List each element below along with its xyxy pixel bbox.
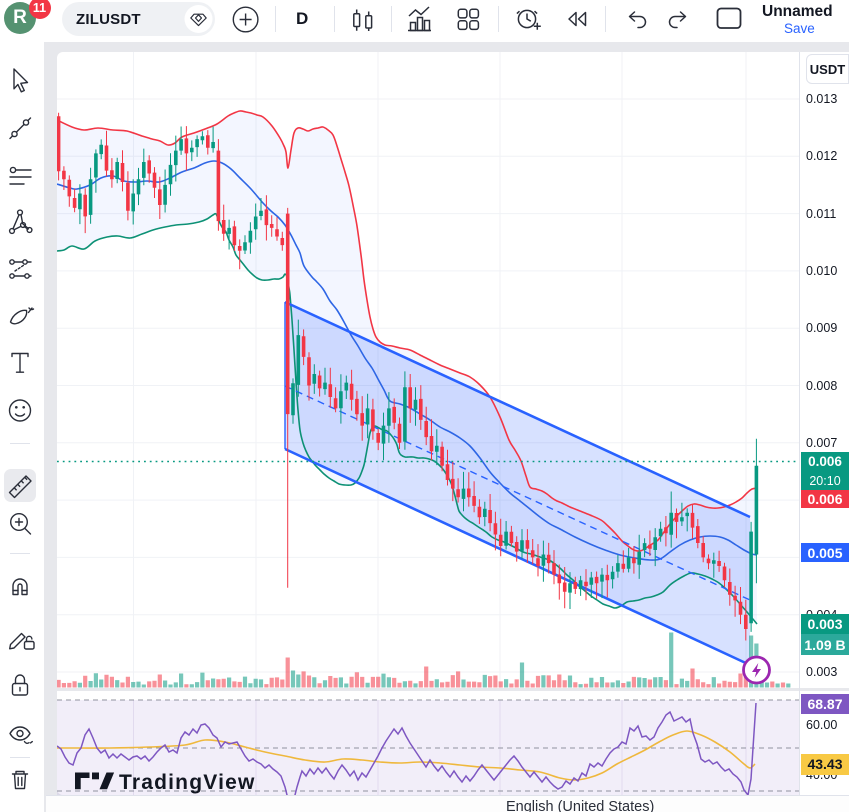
svg-text:TradingView: TradingView (119, 771, 256, 794)
